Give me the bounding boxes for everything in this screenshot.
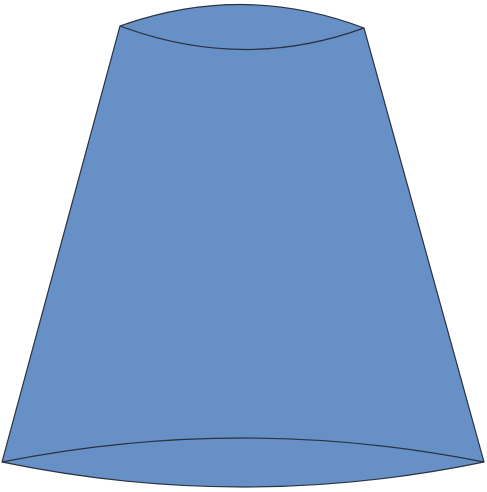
- frustum-body: [1, 3, 485, 488]
- frustum-top-rim: [119, 25, 365, 51]
- frustum-bottom-rim: [1, 437, 485, 463]
